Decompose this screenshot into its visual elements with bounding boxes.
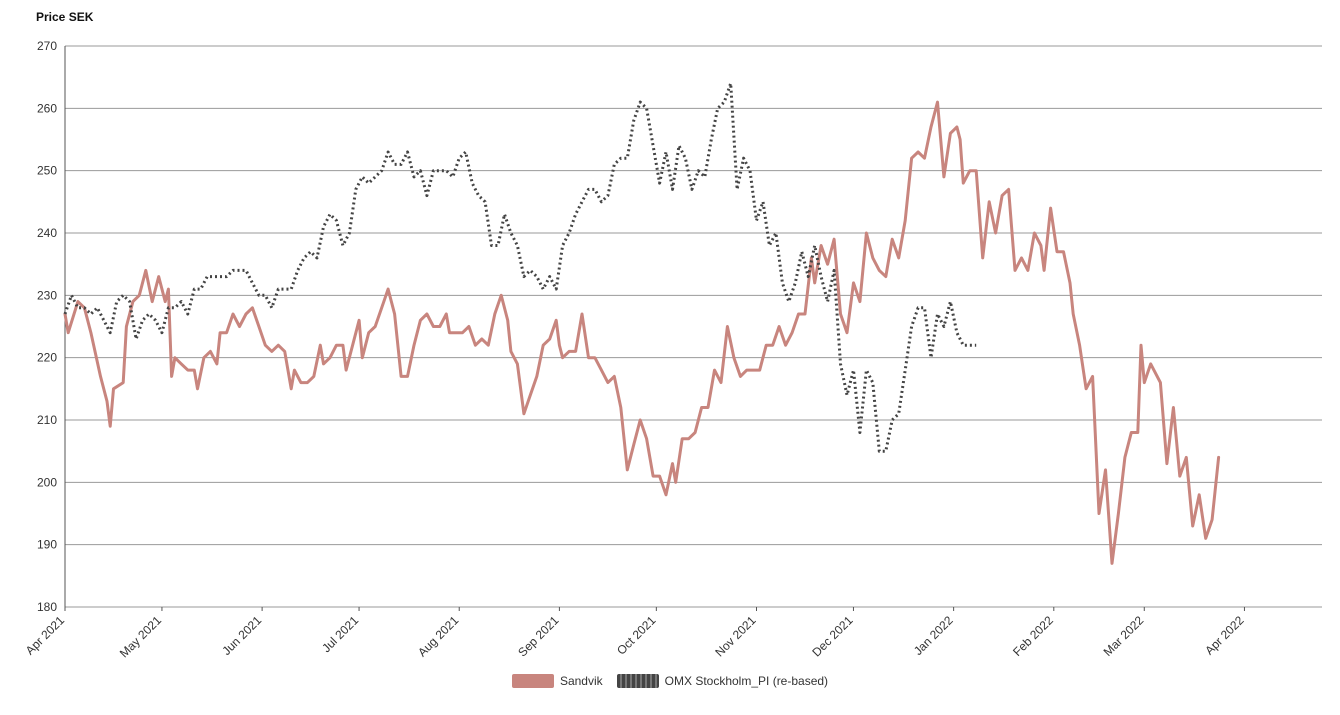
- x-tick-label: Apr 2022: [1202, 613, 1247, 658]
- x-tick-label: Sep 2021: [515, 613, 561, 659]
- x-tick-label: Feb 2022: [1010, 613, 1056, 659]
- y-tick-label: 250: [37, 164, 57, 178]
- x-tick-label: Mar 2022: [1101, 613, 1147, 659]
- y-tick-label: 180: [37, 600, 57, 614]
- x-tick-label: Aug 2021: [415, 613, 461, 659]
- y-tick-label: 200: [37, 475, 57, 489]
- y-axis-title: Price SEK: [36, 10, 94, 24]
- x-tick-label: Jul 2021: [319, 613, 361, 655]
- legend-item-omx[interactable]: OMX Stockholm_PI (re-based): [616, 674, 829, 688]
- x-tick-label: Jun 2021: [219, 613, 264, 658]
- legend-swatch-omx: [616, 674, 659, 688]
- x-tick-label: May 2021: [117, 613, 164, 660]
- series-line-omx: [63, 81, 977, 453]
- legend: Sandvik OMX Stockholm_PI (re-based): [0, 674, 1340, 688]
- y-tick-label: 220: [37, 351, 57, 365]
- y-tick-label: 240: [37, 226, 57, 240]
- y-tick-label: 260: [37, 101, 57, 115]
- y-tick-label: 210: [37, 413, 57, 427]
- y-tick-label: 190: [37, 538, 57, 552]
- y-tick-label: 270: [37, 39, 57, 53]
- y-tick-label: 230: [37, 288, 57, 302]
- legend-swatch-sandvik: [511, 674, 554, 688]
- series-line-sandvik: [63, 100, 1221, 565]
- x-tick-label: Jan 2022: [911, 613, 956, 658]
- legend-label-omx: OMX Stockholm_PI (re-based): [664, 674, 829, 688]
- x-tick-label: Oct 2021: [614, 613, 659, 658]
- x-tick-label: Nov 2021: [712, 613, 758, 659]
- legend-item-sandvik[interactable]: Sandvik: [511, 674, 603, 688]
- legend-label-sandvik: Sandvik: [559, 674, 603, 688]
- x-tick-label: Dec 2021: [809, 613, 855, 659]
- x-tick-label: Apr 2021: [23, 613, 68, 658]
